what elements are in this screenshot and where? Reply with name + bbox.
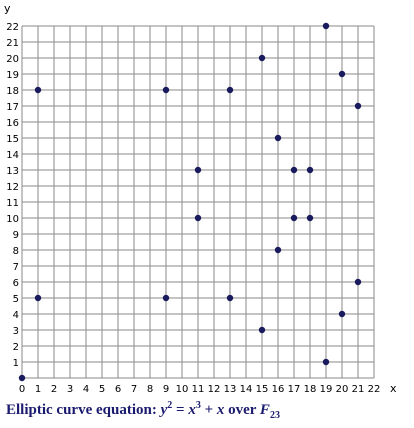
x-tick-label: 14 <box>240 384 253 395</box>
y-tick-label: 17 <box>6 102 19 113</box>
y-tick-label: 21 <box>6 38 19 49</box>
data-point <box>354 278 362 286</box>
x-tick-label: 17 <box>288 384 301 395</box>
caption-plus: + <box>200 402 217 418</box>
data-point <box>194 214 202 222</box>
x-tick-label: 15 <box>256 384 269 395</box>
data-point <box>354 102 362 110</box>
x-axis-label: x <box>390 382 397 395</box>
y-tick-label: 18 <box>6 86 19 97</box>
data-point <box>322 358 330 366</box>
data-point <box>290 214 298 222</box>
y-tick-label: 8 <box>13 246 19 257</box>
y-tick-label: 19 <box>6 70 19 81</box>
scatter-plot: 0 1 2 3 4 5 6 7 8 9 10 11 12 13 14 15 16 17 18 19 20 21 22 123… <box>4 2 397 395</box>
data-point <box>322 22 330 30</box>
data-point <box>338 310 346 318</box>
data-point <box>258 326 266 334</box>
data-point <box>226 86 234 94</box>
y-axis-label: y <box>4 2 11 15</box>
y-tick-label: 4 <box>13 310 19 321</box>
x-tick-label: 21 <box>352 384 365 395</box>
y-tick-label: 22 <box>6 22 19 33</box>
caption-x2: x <box>216 402 225 418</box>
x-tick-label: 10 <box>176 384 189 395</box>
data-points <box>18 22 362 382</box>
y-tick-label: 11 <box>6 198 19 209</box>
caption-field-sub: 23 <box>269 410 280 421</box>
data-point <box>18 374 26 382</box>
y-tick-label: 6 <box>13 278 19 289</box>
x-tick-label: 16 <box>272 384 285 395</box>
x-tick-label: 2 <box>51 384 57 395</box>
x-tick-label: 5 <box>99 384 105 395</box>
caption-x1-exp: 3 <box>195 400 201 411</box>
x-tick-label: 4 <box>83 384 89 395</box>
data-point <box>338 70 346 78</box>
data-point <box>258 54 266 62</box>
data-point <box>194 166 202 174</box>
caption-field: F <box>259 402 270 418</box>
caption-eq: = <box>172 402 189 418</box>
y-tick-label: 13 <box>6 166 19 177</box>
caption-lhs-var: y <box>160 402 168 418</box>
x-tick-label: 9 <box>163 384 169 395</box>
caption-lhs-exp: 2 <box>167 400 173 411</box>
caption-over: over <box>224 402 260 418</box>
y-tick-label: 15 <box>6 134 19 145</box>
data-point <box>274 134 282 142</box>
x-tick-label: 0 <box>19 384 25 395</box>
y-tick-label: 5 <box>13 294 19 305</box>
data-point <box>290 166 298 174</box>
data-point <box>226 294 234 302</box>
x-tick-label: 12 <box>208 384 221 395</box>
data-point <box>274 246 282 254</box>
x-tick-label: 6 <box>115 384 121 395</box>
y-tick-label: 3 <box>13 326 19 337</box>
y-tick-label: 2 <box>13 342 19 353</box>
data-point <box>162 294 170 302</box>
x-tick-label: 22 <box>368 384 381 395</box>
y-tick-label: 10 <box>6 214 19 225</box>
caption-prefix: Elliptic curve equation: <box>6 402 161 418</box>
caption-x1: x <box>188 402 196 418</box>
data-point <box>34 86 42 94</box>
y-tick-label: 20 <box>6 54 19 65</box>
x-tick-labels: 0 1 2 3 4 5 6 7 8 9 10 11 12 13 14 15 16 17 18 19 20 21 22 <box>19 384 381 395</box>
x-tick-label: 8 <box>147 384 153 395</box>
data-point <box>162 86 170 94</box>
curve-equation-caption: Elliptic curve equation: y2 = x3 + x ove… <box>6 400 410 421</box>
x-tick-label: 3 <box>67 384 73 395</box>
x-tick-label: 18 <box>304 384 317 395</box>
y-tick-label: 9 <box>13 230 19 241</box>
y-tick-label: 1 <box>13 358 19 369</box>
x-tick-label: 19 <box>320 384 333 395</box>
y-tick-label: 16 <box>6 118 19 129</box>
grid <box>21 25 375 379</box>
x-tick-label: 20 <box>336 384 349 395</box>
data-point <box>306 166 314 174</box>
data-point <box>306 214 314 222</box>
x-tick-label: 7 <box>131 384 137 395</box>
x-tick-label: 11 <box>192 384 205 395</box>
y-tick-label: 12 <box>6 182 19 193</box>
y-tick-label: 14 <box>6 150 19 161</box>
data-point <box>34 294 42 302</box>
y-tick-label: 7 <box>13 262 19 273</box>
x-tick-label: 13 <box>224 384 237 395</box>
x-tick-label: 1 <box>35 384 41 395</box>
